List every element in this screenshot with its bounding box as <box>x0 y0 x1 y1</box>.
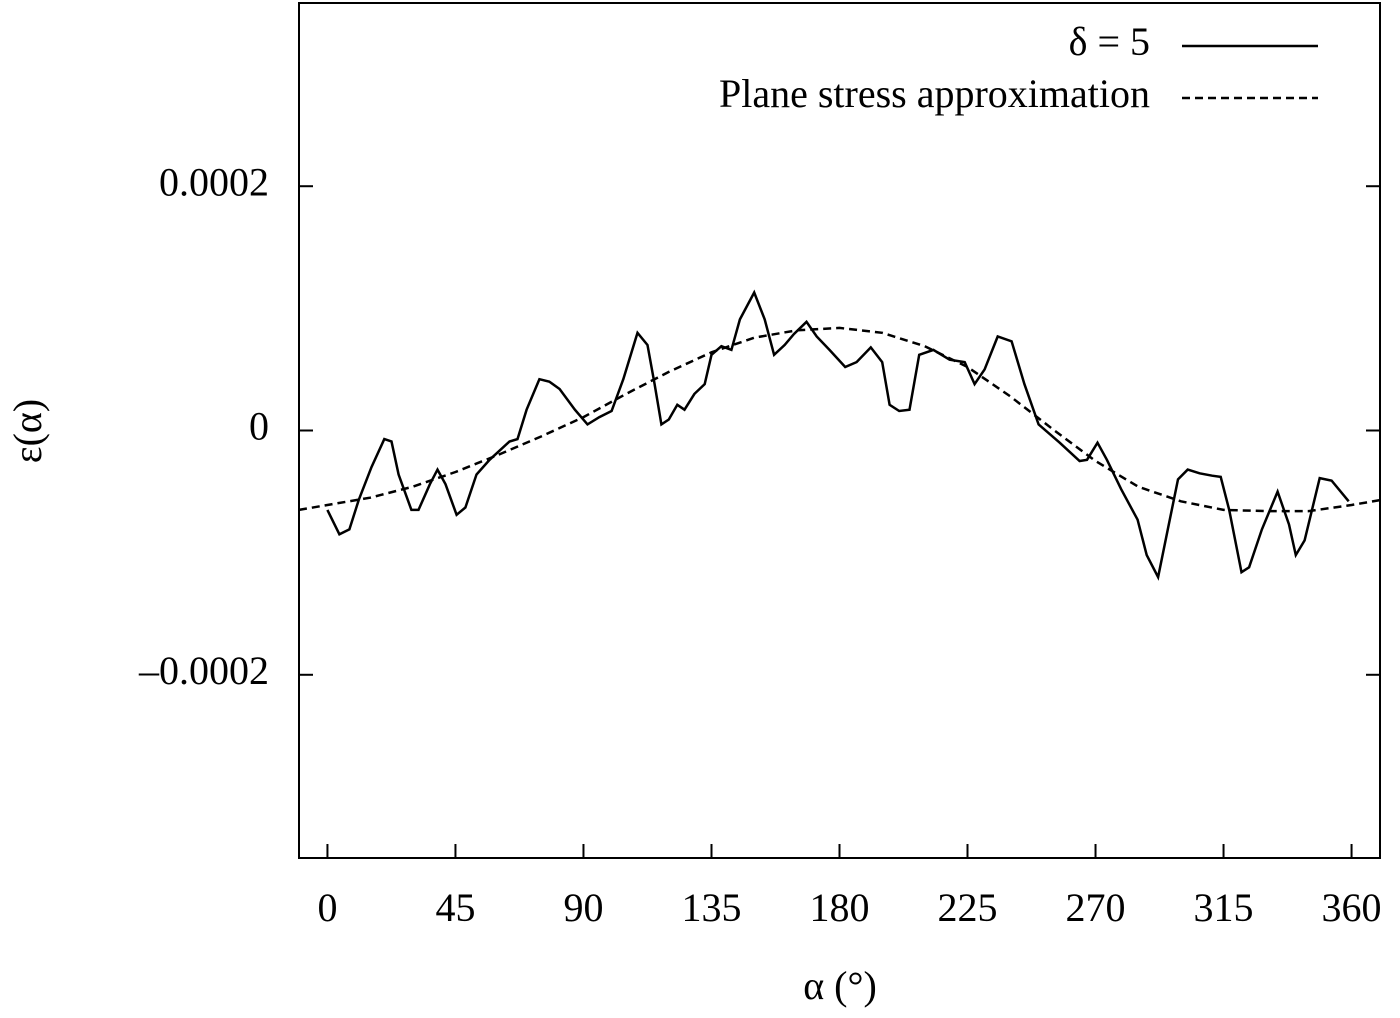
x-tick-label: 135 <box>681 885 741 930</box>
legend-label: δ = 5 <box>1069 19 1150 64</box>
x-tick-label: 225 <box>938 885 998 930</box>
data-line <box>298 326 1381 513</box>
x-tick-label: 90 <box>563 885 603 930</box>
x-axis-label: α (°) <box>803 963 877 1008</box>
y-tick-label: 0.0002 <box>159 159 269 204</box>
x-tick-label: 315 <box>1194 885 1254 930</box>
y-axis-label: ε(α) <box>5 399 50 463</box>
legend-label: Plane stress approximation <box>719 71 1150 116</box>
y-tick-label: –0.0002 <box>138 648 269 693</box>
y-tick-label: 0 <box>249 404 269 449</box>
x-tick-label: 180 <box>810 885 870 930</box>
x-tick-label: 270 <box>1066 885 1126 930</box>
data-line <box>326 289 1350 581</box>
x-tick-label: 45 <box>435 885 475 930</box>
x-tick-label: 0 <box>317 885 337 930</box>
plot-frame <box>298 2 1381 859</box>
x-tick-label: 360 <box>1322 885 1382 930</box>
